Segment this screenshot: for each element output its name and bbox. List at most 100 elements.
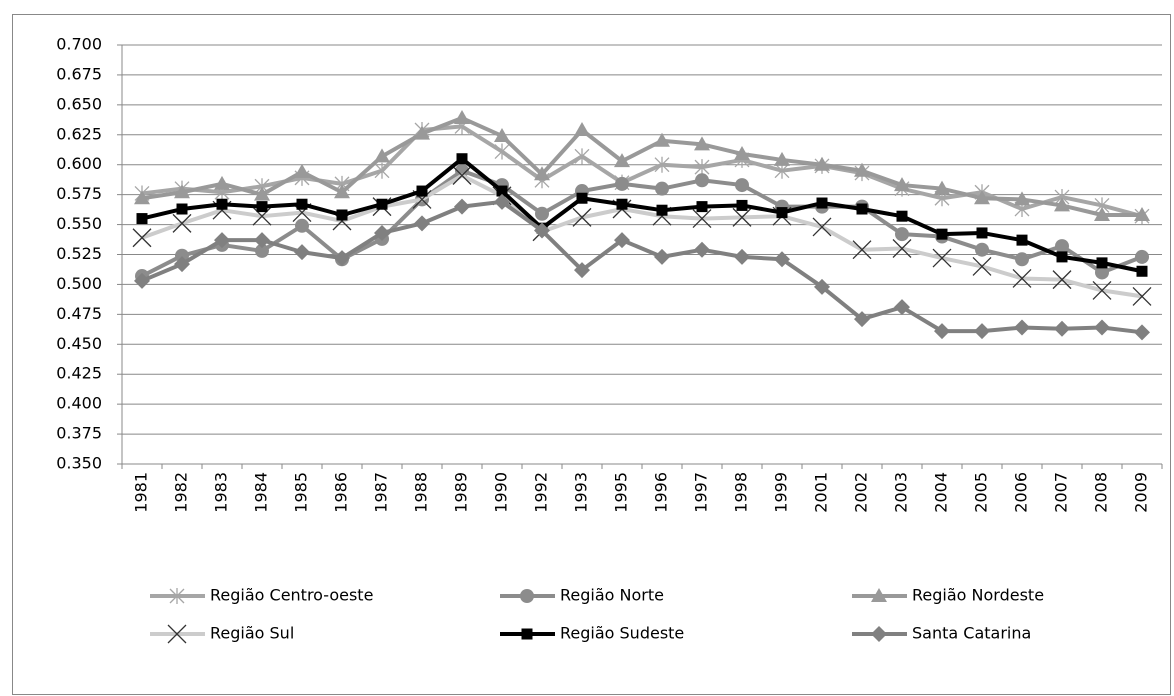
marker [336, 209, 348, 221]
marker [694, 136, 710, 151]
marker [416, 185, 428, 197]
marker [1054, 320, 1070, 337]
marker [334, 250, 350, 267]
marker [174, 184, 190, 199]
y-tick-label: 0.425 [56, 364, 102, 383]
marker [852, 240, 872, 260]
marker [654, 156, 670, 173]
series-line [141, 156, 1143, 274]
y-tick-label: 0.525 [56, 244, 102, 263]
marker [776, 207, 788, 219]
marker [334, 184, 350, 199]
marker [252, 206, 272, 226]
legend-label: Região Sudeste [560, 624, 684, 643]
y-tick-label: 0.600 [56, 154, 102, 173]
marker [974, 190, 990, 205]
marker [452, 166, 472, 185]
x-tick-label: 1981 [132, 472, 151, 513]
marker [934, 323, 950, 340]
marker [572, 207, 592, 227]
marker [1015, 252, 1029, 267]
marker [454, 198, 470, 215]
y-tick-label: 0.350 [56, 454, 102, 473]
marker [496, 185, 508, 197]
marker [735, 178, 749, 193]
marker [1094, 319, 1110, 336]
series-line [141, 124, 1143, 219]
y-tick-label: 0.475 [56, 304, 102, 323]
marker [136, 213, 148, 225]
y-tick-label: 0.650 [56, 94, 102, 113]
series-line [141, 168, 1143, 278]
x-tick-label: 1999 [772, 472, 791, 513]
marker [1012, 268, 1032, 288]
x-tick-label: 1998 [732, 472, 751, 513]
y-tick-label: 0.500 [56, 274, 102, 293]
y-tick-label: 0.400 [56, 394, 102, 413]
marker [1096, 257, 1108, 269]
marker [1054, 197, 1070, 212]
marker [814, 278, 830, 295]
y-tick-label: 0.625 [56, 124, 102, 143]
x-tick-label: 2007 [1052, 472, 1071, 513]
x-tick-label: 1996 [652, 472, 671, 513]
x-tick-label: 1984 [252, 472, 271, 513]
marker [534, 222, 550, 239]
y-tick-label: 0.375 [56, 424, 102, 443]
marker [616, 198, 628, 210]
y-tick-label: 0.450 [56, 334, 102, 353]
marker [374, 162, 390, 179]
x-tick-label: 1986 [332, 472, 351, 513]
marker [654, 132, 670, 147]
marker [854, 311, 870, 328]
marker [692, 209, 712, 229]
marker [854, 162, 870, 177]
marker [494, 143, 510, 160]
marker [814, 156, 830, 171]
x-tick-label: 2003 [892, 472, 911, 513]
x-tick-label: 1997 [692, 472, 711, 513]
x-tick-label: 2004 [932, 472, 951, 513]
marker [134, 190, 150, 205]
x-tick-label: 1995 [612, 472, 631, 513]
marker [816, 197, 828, 209]
x-tick-label: 2001 [812, 472, 831, 513]
marker [694, 159, 710, 176]
x-tick-label: 1985 [292, 472, 311, 513]
marker [172, 213, 192, 233]
marker [294, 244, 310, 261]
marker [856, 203, 868, 215]
marker [1134, 324, 1150, 341]
marker [374, 148, 390, 163]
marker [732, 207, 752, 227]
x-tick-label: 1993 [572, 472, 591, 513]
x-tick-label: 1983 [212, 472, 231, 513]
x-tick-label: 1989 [452, 472, 471, 513]
x-tick-label: 1990 [492, 472, 511, 513]
marker [974, 323, 990, 340]
marker [892, 239, 912, 258]
marker [774, 251, 790, 268]
marker [936, 228, 948, 240]
marker [895, 227, 909, 242]
x-tick-label: 1982 [172, 472, 191, 513]
marker [1014, 319, 1030, 336]
marker [812, 217, 832, 237]
series-line [141, 116, 1142, 217]
x-tick-label: 2005 [972, 472, 991, 513]
legend-label: Região Sul [210, 624, 294, 643]
marker [534, 166, 550, 181]
legend-marker [520, 589, 534, 603]
marker [1135, 249, 1149, 264]
marker [214, 175, 230, 190]
marker [254, 232, 270, 249]
legend-marker [871, 626, 887, 642]
legend-label: Região Nordeste [912, 586, 1044, 605]
marker [216, 198, 228, 210]
marker [1134, 206, 1150, 221]
marker [774, 151, 790, 166]
marker [1052, 270, 1072, 290]
marker [1132, 286, 1152, 306]
marker [696, 201, 708, 213]
